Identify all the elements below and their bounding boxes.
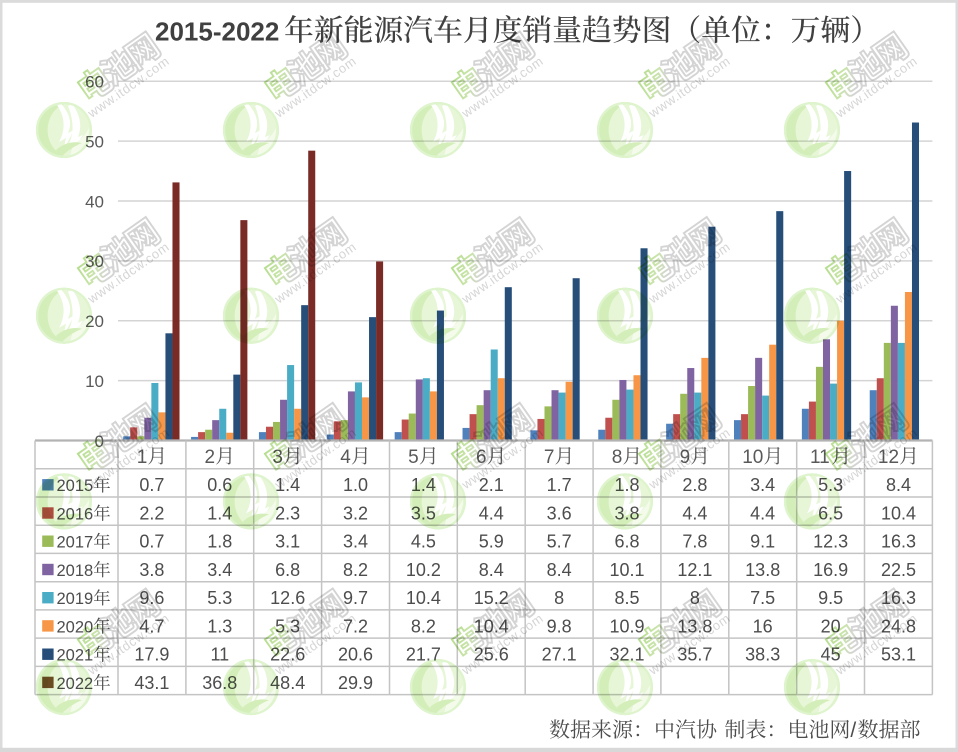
svg-text:9.1: 9.1 <box>750 532 775 552</box>
svg-text:4: 4 <box>340 447 351 468</box>
svg-text:8.2: 8.2 <box>411 616 436 636</box>
svg-text:43.1: 43.1 <box>134 673 169 693</box>
svg-text:10.1: 10.1 <box>609 560 644 580</box>
svg-text:1.0: 1.0 <box>343 475 368 495</box>
svg-text:12.3: 12.3 <box>813 532 848 552</box>
svg-text:53.1: 53.1 <box>881 645 916 665</box>
svg-text:6.8: 6.8 <box>275 560 300 580</box>
svg-text:5.9: 5.9 <box>479 532 504 552</box>
svg-text:2.8: 2.8 <box>682 475 707 495</box>
svg-text:5.3: 5.3 <box>207 588 232 608</box>
svg-text:2.2: 2.2 <box>139 504 164 524</box>
svg-text:7.8: 7.8 <box>682 532 707 552</box>
svg-text:40: 40 <box>85 192 104 211</box>
svg-text:8.4: 8.4 <box>479 560 504 580</box>
svg-text:8: 8 <box>554 588 564 608</box>
svg-text:2.3: 2.3 <box>275 504 300 524</box>
svg-text:17.9: 17.9 <box>134 645 169 665</box>
svg-text:8.4: 8.4 <box>547 560 572 580</box>
svg-text:3.2: 3.2 <box>343 504 368 524</box>
svg-text:21.7: 21.7 <box>406 645 441 665</box>
svg-text:0.7: 0.7 <box>139 532 164 552</box>
svg-text:7: 7 <box>544 447 555 468</box>
svg-text:8.4: 8.4 <box>886 475 911 495</box>
svg-text:16: 16 <box>753 616 773 636</box>
svg-text:16.9: 16.9 <box>813 560 848 580</box>
svg-text:8.5: 8.5 <box>614 588 639 608</box>
svg-text:2.1: 2.1 <box>479 475 504 495</box>
svg-text:11: 11 <box>210 645 229 665</box>
svg-text:9.7: 9.7 <box>343 588 368 608</box>
svg-text:4.4: 4.4 <box>750 504 775 524</box>
svg-text:8.2: 8.2 <box>343 560 368 580</box>
svg-text:2: 2 <box>205 447 216 468</box>
svg-text:10: 10 <box>85 372 104 391</box>
svg-text:10.2: 10.2 <box>406 560 441 580</box>
svg-text:22.5: 22.5 <box>881 560 916 580</box>
svg-text:4.4: 4.4 <box>479 504 504 524</box>
svg-text:38.3: 38.3 <box>745 645 780 665</box>
svg-text:20.6: 20.6 <box>338 645 373 665</box>
svg-text:7.5: 7.5 <box>750 588 775 608</box>
svg-text:1.7: 1.7 <box>547 475 572 495</box>
svg-text:16.3: 16.3 <box>881 532 916 552</box>
svg-text:12.6: 12.6 <box>270 588 305 608</box>
svg-text:10.4: 10.4 <box>406 588 441 608</box>
svg-text:27.1: 27.1 <box>542 645 577 665</box>
svg-text:9.8: 9.8 <box>547 616 572 636</box>
svg-text:6.8: 6.8 <box>614 532 639 552</box>
svg-text:3.4: 3.4 <box>207 560 232 580</box>
svg-text:9.5: 9.5 <box>818 588 843 608</box>
svg-text:13.8: 13.8 <box>745 560 780 580</box>
svg-text:1.8: 1.8 <box>207 532 232 552</box>
svg-text:3.8: 3.8 <box>139 560 164 580</box>
svg-text:6: 6 <box>476 447 487 468</box>
svg-text:2015-2022: 2015-2022 <box>155 17 279 47</box>
svg-text:3.6: 3.6 <box>547 504 572 524</box>
svg-text:8: 8 <box>690 588 700 608</box>
svg-text:29.9: 29.9 <box>338 673 373 693</box>
svg-text:4.5: 4.5 <box>411 532 436 552</box>
svg-text:2018: 2018 <box>57 562 94 580</box>
svg-text:2017: 2017 <box>57 534 94 552</box>
svg-text:3.4: 3.4 <box>750 475 775 495</box>
svg-text:1.3: 1.3 <box>207 616 232 636</box>
svg-text:45: 45 <box>821 645 841 665</box>
svg-text:/: / <box>850 719 856 742</box>
svg-text:20: 20 <box>821 616 841 636</box>
svg-text:10.4: 10.4 <box>881 504 916 524</box>
svg-text:3.1: 3.1 <box>275 532 300 552</box>
svg-text:2020: 2020 <box>57 618 94 636</box>
svg-text:12.1: 12.1 <box>677 560 712 580</box>
svg-text:10: 10 <box>742 447 763 468</box>
svg-text:3.4: 3.4 <box>343 532 368 552</box>
svg-text:11: 11 <box>810 447 830 468</box>
svg-text:10.9: 10.9 <box>609 616 644 636</box>
svg-text:32.1: 32.1 <box>609 645 644 665</box>
svg-text:8: 8 <box>612 447 623 468</box>
svg-text:2019: 2019 <box>57 590 94 608</box>
svg-text:5: 5 <box>408 447 419 468</box>
svg-text:5.7: 5.7 <box>547 532 572 552</box>
svg-text:4.4: 4.4 <box>682 504 707 524</box>
svg-text:0.7: 0.7 <box>139 475 164 495</box>
